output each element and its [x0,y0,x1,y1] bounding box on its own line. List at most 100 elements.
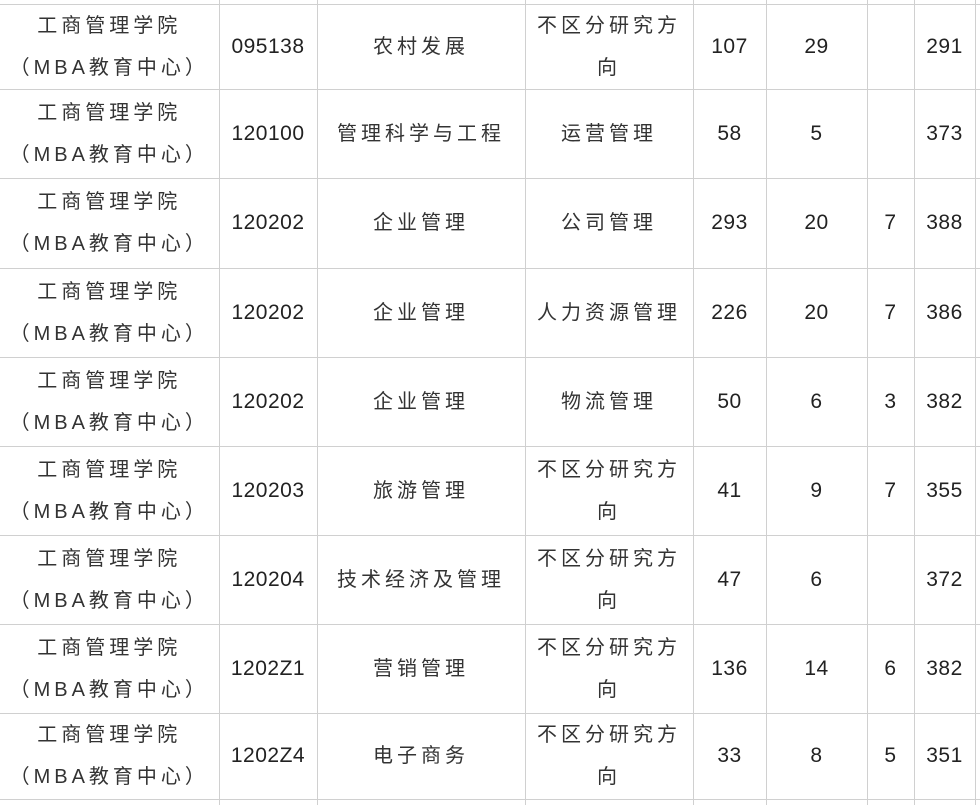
cell-num3: 7 [866,177,915,269]
direction-text: 不区分研究方向 [537,636,681,701]
cropped-column-right [974,177,980,269]
cell-college: 工商管理学院 （MBA教育中心） [0,3,220,90]
cell-major: 企业管理 [316,267,526,358]
cell-num1: 226 [692,267,767,358]
cell-code: 120202 [218,177,318,269]
cropped-column-right [974,88,980,179]
sliver-cell [0,798,220,805]
major-text: 电子商务 [373,745,469,767]
cell-direction: 不区分研究方向 [524,445,694,536]
cell-num1: 107 [692,3,767,90]
cell-code: 120204 [218,534,318,625]
cell-num2: 14 [765,623,868,714]
sliver-cell [218,798,318,805]
cell-num2: 20 [765,177,868,269]
sliver-cell [866,798,915,805]
sliver-cell [765,798,868,805]
cell-direction: 运营管理 [524,88,694,179]
cell-direction: 不区分研究方向 [524,712,694,800]
cropped-column-right [974,534,980,625]
cell-college: 工商管理学院 （MBA教育中心） [0,177,220,269]
cell-num4: 382 [913,623,976,714]
cell-code: 1202Z4 [218,712,318,800]
college-line-2: （MBA教育中心） [9,233,209,255]
cell-code: 1202Z1 [218,623,318,714]
cell-num4: 291 [913,3,976,90]
cell-major: 营销管理 [316,623,526,714]
cell-num2: 20 [765,267,868,358]
cell-num2: 29 [765,3,868,90]
cell-num3 [866,534,915,625]
table-row: 工商管理学院 （MBA教育中心） 120202 企业管理 物流管理 50 6 3… [0,356,980,447]
direction-text: 公司管理 [561,212,657,234]
cell-num3: 6 [866,623,915,714]
college-line-2: （MBA教育中心） [9,766,209,788]
cropped-column-right [974,356,980,447]
cell-num4: 382 [913,356,976,447]
cropped-column-right [974,3,980,90]
direction-text: 人力资源管理 [537,301,681,324]
cell-direction: 物流管理 [524,356,694,447]
cell-major: 管理科学与工程 [316,88,526,179]
cropped-column-right [974,623,980,714]
cell-direction: 人力资源管理 [524,267,694,358]
cell-num3: 7 [866,445,915,536]
major-text: 企业管理 [373,212,469,234]
cell-num1: 50 [692,356,767,447]
cell-num2: 6 [765,534,868,625]
cell-num2: 8 [765,712,868,800]
cell-code: 095138 [218,3,318,90]
table-row: 工商管理学院 （MBA教育中心） 095138 农村发展 不区分研究方向 107… [0,3,980,90]
college-line-1: 工商管理学院 [37,14,182,37]
cell-num1: 41 [692,445,767,536]
cell-college: 工商管理学院 （MBA教育中心） [0,88,220,179]
direction-text: 不区分研究方向 [537,458,681,523]
college-line-1: 工商管理学院 [37,191,182,213]
major-text: 营销管理 [373,657,469,680]
cell-num3 [866,3,915,90]
cell-direction: 公司管理 [524,177,694,269]
cell-major: 企业管理 [316,356,526,447]
cell-direction: 不区分研究方向 [524,623,694,714]
cell-num3: 3 [866,356,915,447]
cell-code: 120202 [218,356,318,447]
table-row: 工商管理学院 （MBA教育中心） 120202 企业管理 公司管理 293 20… [0,177,980,269]
cell-major: 农村发展 [316,3,526,90]
college-line-1: 工商管理学院 [37,636,182,659]
table-row: 工商管理学院 （MBA教育中心） 120204 技术经济及管理 不区分研究方向 … [0,534,980,625]
direction-text: 不区分研究方向 [537,14,681,79]
direction-text: 运营管理 [561,122,657,145]
table-row: 工商管理学院 （MBA教育中心） 1202Z1 营销管理 不区分研究方向 136… [0,623,980,714]
cell-major: 电子商务 [316,712,526,800]
cell-num1: 58 [692,88,767,179]
major-text: 技术经济及管理 [337,568,505,591]
college-line-1: 工商管理学院 [37,101,182,124]
cell-college: 工商管理学院 （MBA教育中心） [0,356,220,447]
sliver-cell [316,798,526,805]
sliver-cell [692,798,767,805]
major-text: 旅游管理 [373,479,469,502]
cell-college: 工商管理学院 （MBA教育中心） [0,445,220,536]
cell-college: 工商管理学院 （MBA教育中心） [0,267,220,358]
table-row: 工商管理学院 （MBA教育中心） 120202 企业管理 人力资源管理 226 … [0,267,980,358]
major-text: 农村发展 [373,35,469,58]
major-text: 管理科学与工程 [337,122,505,145]
cropped-column-right [974,445,980,536]
cropped-column-right [974,267,980,358]
sliver-cell [974,798,980,805]
direction-text: 不区分研究方向 [537,547,681,612]
table-row: 工商管理学院 （MBA教育中心） 1202Z4 电子商务 不区分研究方向 33 … [0,712,980,800]
cell-major: 企业管理 [316,177,526,269]
table-row: 工商管理学院 （MBA教育中心） 120100 管理科学与工程 运营管理 58 … [0,88,980,179]
cell-major: 技术经济及管理 [316,534,526,625]
college-line-2: （MBA教育中心） [9,143,209,166]
college-line-1: 工商管理学院 [37,280,182,303]
college-line-1: 工商管理学院 [37,547,182,570]
cell-num2: 6 [765,356,868,447]
college-line-2: （MBA教育中心） [9,56,209,79]
cell-num2: 5 [765,88,868,179]
cell-num3: 7 [866,267,915,358]
cell-num4: 386 [913,267,976,358]
